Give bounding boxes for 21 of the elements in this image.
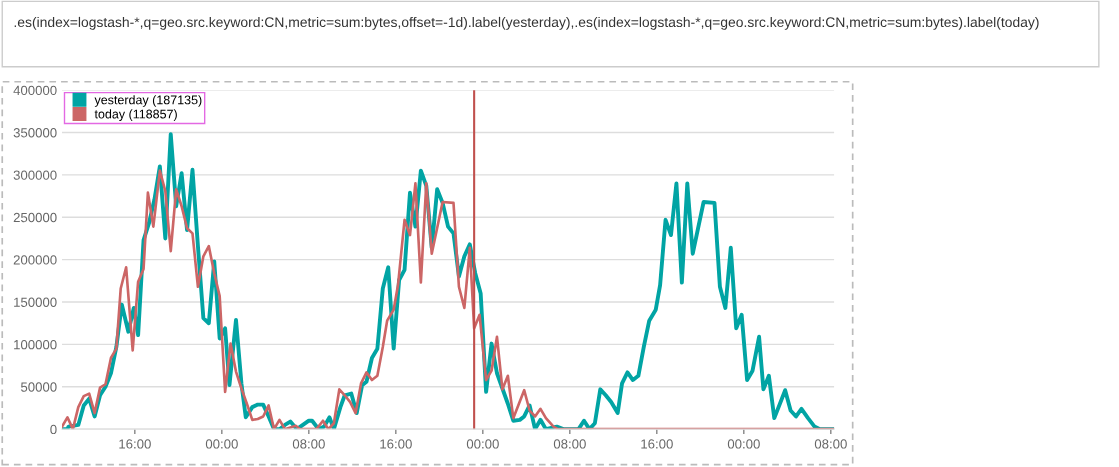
x-tick-label: 00:00	[205, 439, 238, 449]
x-tick-label: 08:00	[814, 439, 847, 449]
y-tick-label: 0	[50, 424, 57, 435]
y-tick-label: 50000	[20, 382, 57, 392]
x-tick-label: 16:00	[119, 439, 151, 449]
text: .es(index=logstash-*,q=geo.src.keyword:CN,metric=sum:bytes,offset=-1d).label(yesterday),.es(index=logstash-*,q=geo.src.keyword:CN,metric=sum:bytes).label(today)	[14, 16, 1039, 30]
y-tick-label: 350000	[13, 128, 57, 138]
y-tick-label: 200000	[13, 255, 57, 265]
y-tick-label: 400000	[13, 85, 57, 96]
legend-label: today (118857)	[94, 109, 177, 121]
x-tick-label: 16:00	[641, 439, 673, 449]
x-tick-label: 08:00	[292, 439, 325, 449]
y-tick-label: 150000	[14, 297, 57, 307]
y-tick-label: 100000	[14, 339, 57, 350]
x-tick-label: 08:00	[553, 439, 586, 449]
y-tick-label: 300000	[13, 170, 57, 180]
x-tick-label: 16:00	[380, 439, 412, 449]
x-tick-label: 00:00	[466, 439, 499, 449]
y-tick-label: 250000	[13, 212, 57, 223]
x-tick-label: 00:00	[727, 439, 760, 449]
legend-label: yesterday (187135)	[94, 95, 202, 107]
